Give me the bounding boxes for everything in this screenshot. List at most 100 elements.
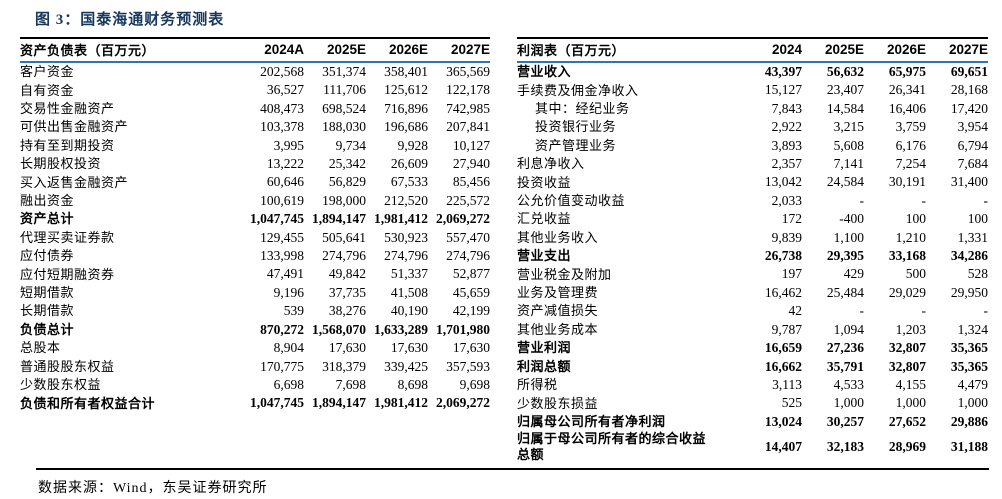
cell-value: 339,425 <box>384 358 428 374</box>
cell-value: 716,896 <box>384 100 428 116</box>
table-row: 可供出售金融资产 103,378 188,030 196,686 207,841 <box>20 118 490 136</box>
cell-value: 1,894,147 <box>312 211 366 227</box>
cell-value: 10,127 <box>452 137 490 153</box>
table-row: 应付债券 133,998 274,796 274,796 274,796 <box>20 247 490 265</box>
cell-value: 41,508 <box>390 284 428 300</box>
cell-value: 7,141 <box>833 156 864 172</box>
cell-value: 429 <box>843 266 864 282</box>
cell-value: 16,462 <box>764 284 802 300</box>
column-header: 2025E <box>824 42 864 57</box>
cell-value: 6,794 <box>957 137 988 153</box>
balance-sheet-table: 资产负债表（百万元） 2024A 2025E 2026E 2027E 客户资金 202,5… <box>20 37 490 463</box>
cell-value: 111,706 <box>323 82 366 98</box>
cell-value: 530,923 <box>384 229 428 245</box>
table-row: 营业利润 16,659 27,236 32,807 35,365 <box>517 339 988 357</box>
column-header: 2025E <box>326 42 366 57</box>
cell-value: 47,491 <box>266 266 304 282</box>
table-row: 营业税金及附加 197 429 500 528 <box>517 265 988 283</box>
cell-value: 35,791 <box>826 358 864 374</box>
cell-value: 5,608 <box>833 137 864 153</box>
row-label: 资产管理业务 <box>535 137 617 153</box>
cell-value: 29,886 <box>950 413 988 429</box>
row-label: 总股本 <box>20 340 61 356</box>
cell-value: 188,030 <box>322 119 366 135</box>
row-label: 营业利润 <box>517 340 572 356</box>
row-label: 自有资金 <box>20 82 75 98</box>
cell-value: 42,199 <box>452 303 490 319</box>
row-label: 少数股东损益 <box>517 395 599 411</box>
row-label: 交易性金融资产 <box>20 101 115 117</box>
cell-value: 129,455 <box>260 229 304 245</box>
cell-value: 14,407 <box>764 438 802 454</box>
figure-bottom-rule <box>36 468 989 471</box>
cell-value: 100 <box>905 211 926 227</box>
table-row: 长期借款 539 38,276 40,190 42,199 <box>20 302 490 320</box>
row-label: 其中：经纪业务 <box>535 101 630 117</box>
cell-value: 26,341 <box>888 82 926 98</box>
cell-value: 557,470 <box>446 229 490 245</box>
cell-value: 30,191 <box>888 174 926 190</box>
cell-value: 4,479 <box>957 376 988 392</box>
cell-value: 15,127 <box>764 82 802 98</box>
cell-value: 24,584 <box>826 174 864 190</box>
cell-value: 33,168 <box>888 248 926 264</box>
cell-value: 49,842 <box>328 266 366 282</box>
cell-value: 8,904 <box>273 340 304 356</box>
cell-value: 365,569 <box>446 64 490 79</box>
income-statement-body: 营业收入 43,397 56,632 65,975 69,651 手续费及佣金净收入 15,… <box>517 63 988 463</box>
cell-value: 528 <box>967 266 988 282</box>
cell-value: 29,395 <box>826 248 864 264</box>
cell-value: 525 <box>781 395 802 411</box>
table-row: 手续费及佣金净收入 15,127 23,407 26,341 28,168 <box>517 81 988 99</box>
row-label: 归属于母公司所有者的综合收益 总额 <box>517 431 707 463</box>
cell-value: 2,069,272 <box>436 211 490 227</box>
table-row: 资产管理业务 3,893 5,608 6,176 6,794 <box>517 137 988 155</box>
cell-value: 698,524 <box>322 100 366 116</box>
cell-value: 3,113 <box>772 376 802 392</box>
cell-value: 17,630 <box>452 340 490 356</box>
cell-value: 1,000 <box>895 395 926 411</box>
column-header: 2026E <box>388 42 428 57</box>
cell-value: 274,796 <box>384 248 428 264</box>
balance-sheet-body: 客户资金 202,568 351,374 358,401 365,569 自有资金 36,5… <box>20 63 490 413</box>
cell-value: 7,684 <box>957 156 988 172</box>
cell-value: 13,024 <box>764 413 802 429</box>
cell-value: 14,584 <box>826 100 864 116</box>
table-row: 买入返售金融资产 60,646 56,829 67,533 85,456 <box>20 173 490 191</box>
cell-value: 35,365 <box>950 340 988 356</box>
cell-value: 16,662 <box>764 358 802 374</box>
cell-value: 4,155 <box>895 376 926 392</box>
row-label: 营业支出 <box>517 248 572 264</box>
cell-value: 35,365 <box>950 358 988 374</box>
row-label: 客户资金 <box>20 64 75 80</box>
cell-value: 9,196 <box>273 284 304 300</box>
row-label: 普通股股东权益 <box>20 358 115 374</box>
cell-value: 25,342 <box>328 156 366 172</box>
cell-value: 408,473 <box>260 100 304 116</box>
table-row: 归属母公司所有者净利润 13,024 30,257 27,652 29,886 <box>517 413 988 431</box>
cell-value: 9,839 <box>771 229 802 245</box>
cell-value: 37,735 <box>328 284 366 300</box>
cell-value: 28,969 <box>888 438 926 454</box>
cell-value: 212,520 <box>384 192 428 208</box>
cell-value: 1,100 <box>833 229 864 245</box>
cell-value: - <box>859 303 865 319</box>
cell-value: 36,527 <box>266 82 304 98</box>
table-row: 营业收入 43,397 56,632 65,975 69,651 <box>517 63 988 81</box>
table-row: 汇兑收益 172 -400 100 100 <box>517 210 988 228</box>
cell-value: 207,841 <box>446 119 490 135</box>
row-label: 长期借款 <box>20 303 75 319</box>
table-row: 负债和所有者权益合计 1,047,745 1,894,147 1,981,412 2,0… <box>20 394 490 412</box>
cell-value: 31,400 <box>950 174 988 190</box>
table-row: 少数股东权益 6,698 7,698 8,698 9,698 <box>20 376 490 394</box>
table-row: 其中：经纪业务 7,843 14,584 16,406 17,420 <box>517 100 988 118</box>
cell-value: 1,000 <box>833 395 864 411</box>
table-row: 长期股权投资 13,222 25,342 26,609 27,940 <box>20 155 490 173</box>
table-row: 利润总额 16,662 35,791 32,807 35,365 <box>517 358 988 376</box>
cell-value: 67,533 <box>390 174 428 190</box>
row-label: 利息净收入 <box>517 156 585 172</box>
cell-value: - <box>921 192 927 208</box>
cell-value: 351,374 <box>322 64 366 79</box>
cell-value: 172 <box>781 211 802 227</box>
row-label: 投资收益 <box>517 174 572 190</box>
